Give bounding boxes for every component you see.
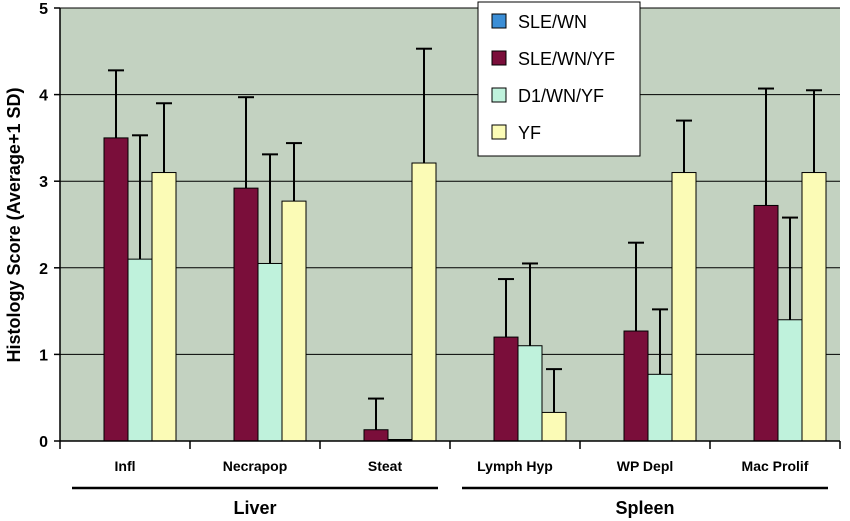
legend-swatch — [491, 87, 507, 103]
bar — [233, 187, 259, 442]
bar — [777, 319, 803, 442]
group-label: Liver — [233, 498, 276, 518]
bar — [753, 204, 779, 442]
bar — [281, 200, 307, 442]
legend-swatch — [491, 124, 507, 140]
legend: SLE/WN SLE/WN/YF D1/WN/YF YF — [477, 1, 641, 157]
bar — [647, 373, 673, 442]
y-tick-label: 3 — [39, 174, 48, 191]
y-tick-label: 2 — [39, 261, 48, 278]
bar — [411, 162, 437, 442]
x-tick-label: Lymph Hyp — [477, 458, 553, 474]
bar — [671, 172, 697, 442]
legend-label: SLE/WN/YF — [518, 49, 615, 69]
legend-swatch — [491, 13, 507, 29]
x-tick-labels: Infl Necrapop Steat Lymph Hyp WP Depl Mac Pro… — [59, 441, 841, 474]
legend-label: SLE/WN — [518, 12, 587, 32]
y-tick-labels: 0 1 2 3 4 5 — [39, 1, 60, 451]
legend-label: D1/WN/YF — [518, 86, 604, 106]
y-axis-label: Histology Score (Average+1 SD) — [4, 88, 24, 363]
bar — [493, 336, 519, 442]
y-tick-label: 0 — [39, 434, 48, 451]
legend-label: YF — [518, 123, 541, 143]
group-labels: Liver Spleen — [72, 486, 828, 518]
y-tick-label: 5 — [39, 1, 48, 18]
legend-swatch — [491, 50, 507, 66]
y-tick-label: 1 — [39, 347, 48, 364]
bar — [801, 172, 827, 442]
x-tick-label: Steat — [368, 458, 403, 474]
x-tick-label: Infl — [115, 458, 136, 474]
bar — [103, 137, 129, 442]
bar — [127, 258, 153, 442]
x-tick-label: WP Depl — [617, 458, 674, 474]
error-bars — [108, 47, 822, 430]
y-tick-label: 4 — [39, 88, 48, 105]
bar — [363, 429, 389, 442]
bar — [257, 262, 283, 442]
bar — [623, 330, 649, 442]
plot-area — [60, 8, 840, 441]
bar — [541, 411, 567, 442]
x-tick-label: Mac Prolif — [742, 458, 809, 474]
bar — [517, 345, 543, 442]
group-label: Spleen — [615, 498, 674, 518]
bars — [103, 137, 827, 442]
x-tick-label: Necrapop — [223, 458, 288, 474]
gridlines — [60, 7, 840, 355]
bar — [151, 172, 177, 442]
